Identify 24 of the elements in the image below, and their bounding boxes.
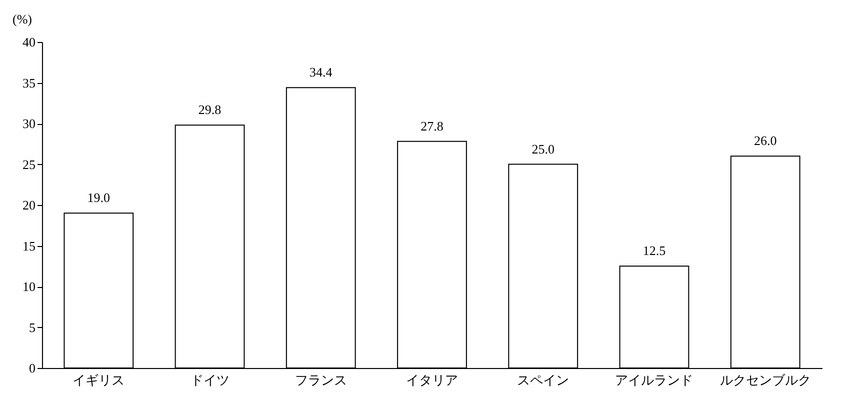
data-label: 27.8	[420, 118, 444, 134]
y-axis-title: (%)	[12, 12, 32, 26]
x-tick-label: ルクセンブルク	[720, 372, 811, 388]
y-tick-label: 20	[22, 198, 36, 212]
y-tick-label: 0	[29, 360, 36, 376]
data-label: 25.0	[532, 141, 554, 156]
y-tick-label: 30	[22, 116, 36, 131]
y-tick-label: 10	[22, 279, 36, 294]
x-tick-label: イタリア	[406, 372, 458, 388]
y-tick-label: 40	[22, 34, 36, 50]
y-tick-label: 35	[22, 75, 36, 90]
x-tick-label: ドイツ	[190, 372, 230, 388]
x-tick-label: イギリス	[72, 372, 125, 388]
y-tick-label: 5	[29, 320, 36, 335]
data-label: 12.5	[642, 243, 666, 258]
y-tick-label: 15	[22, 238, 36, 254]
x-tick-label: アイルランド	[615, 372, 694, 388]
x-tick-label: スペイン	[517, 372, 570, 388]
data-label: 29.8	[198, 102, 222, 118]
data-label: 26.0	[754, 133, 777, 148]
y-tick-label: 25	[22, 156, 36, 172]
data-label: 34.4	[310, 64, 333, 80]
x-tick-label: フランス	[294, 372, 347, 388]
data-label: 19.0	[87, 190, 110, 206]
